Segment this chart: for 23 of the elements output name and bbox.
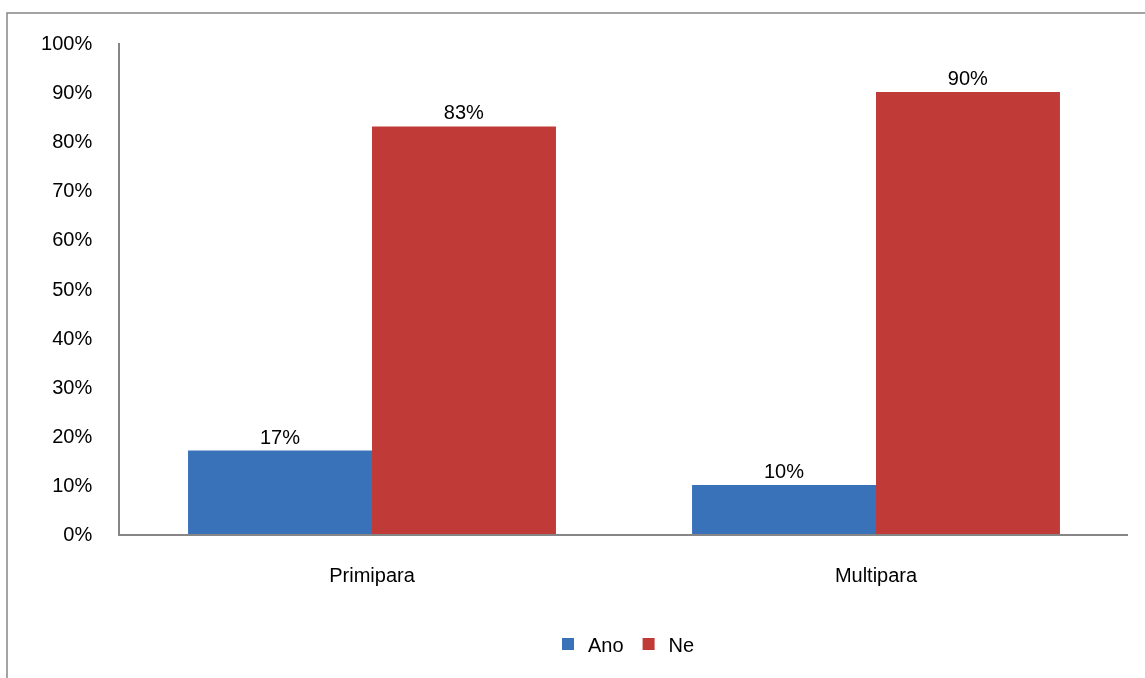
y-tick-label: 20% — [52, 424, 93, 447]
bar — [876, 92, 1060, 534]
data-label: 83% — [443, 101, 485, 124]
y-tick-label: 90% — [52, 81, 93, 104]
data-label: 17% — [259, 425, 301, 448]
data-label: 90% — [947, 67, 989, 90]
y-tick-label: 40% — [52, 326, 93, 349]
y-tick-label: 60% — [52, 228, 93, 251]
x-tick-label: Multipara — [834, 563, 918, 586]
y-tick-label: 70% — [52, 179, 93, 202]
y-tick-label: 80% — [52, 130, 93, 153]
bar — [372, 126, 556, 534]
legend-label: Ano — [588, 633, 624, 656]
legend-label: Ne — [668, 633, 695, 656]
y-tick-label: 0% — [63, 523, 93, 545]
y-tick-label: 30% — [52, 375, 93, 398]
bar — [692, 484, 876, 534]
data-label: 10% — [763, 459, 805, 482]
y-tick-label: 10% — [52, 473, 93, 496]
bar — [188, 450, 372, 534]
y-tick-label: 50% — [52, 277, 93, 300]
x-tick-label: Primipara — [329, 563, 416, 586]
y-tick-label: 100% — [41, 32, 93, 54]
